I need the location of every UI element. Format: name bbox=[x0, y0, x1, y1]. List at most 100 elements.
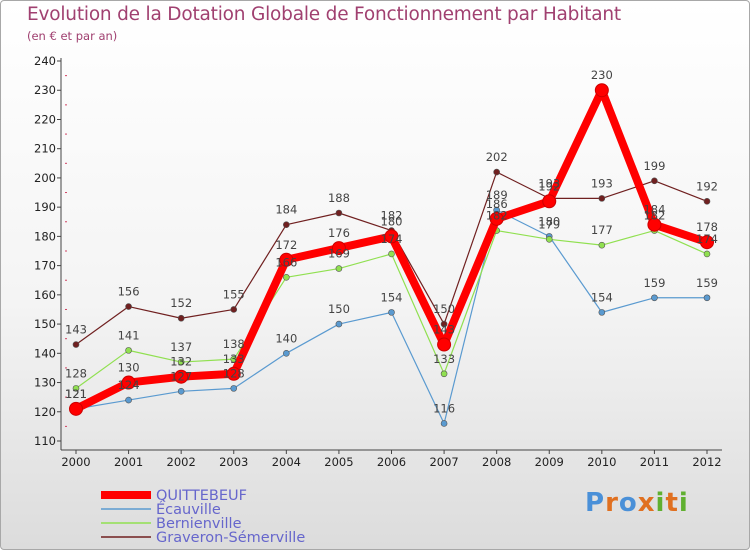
y-tick-label: 160 bbox=[34, 288, 56, 302]
x-tick-label: 2008 bbox=[482, 455, 511, 469]
data-label: 188 bbox=[328, 191, 350, 205]
data-point bbox=[440, 420, 448, 427]
data-label: 128 bbox=[65, 366, 87, 380]
x-tick-label: 2010 bbox=[587, 455, 616, 469]
data-point bbox=[594, 83, 609, 98]
data-label: 186 bbox=[486, 197, 508, 211]
data-label: 180 bbox=[538, 214, 560, 228]
y-tick-label: 180 bbox=[34, 229, 56, 243]
data-point bbox=[703, 294, 711, 302]
data-label: 184 bbox=[275, 203, 297, 217]
x-tick-label: 2011 bbox=[640, 455, 669, 469]
data-point bbox=[493, 168, 500, 176]
data-label: 193 bbox=[591, 176, 613, 190]
data-label: 189 bbox=[486, 188, 508, 202]
data-point bbox=[335, 320, 343, 328]
data-point bbox=[384, 229, 399, 244]
data-label: 174 bbox=[381, 232, 403, 246]
data-label: 178 bbox=[696, 220, 718, 234]
data-point bbox=[598, 241, 606, 249]
data-label: 179 bbox=[538, 217, 560, 231]
data-point bbox=[69, 401, 83, 416]
data-point bbox=[542, 194, 557, 209]
data-label: 166 bbox=[275, 255, 297, 269]
data-point bbox=[700, 235, 714, 250]
legend-label: Bernienville bbox=[156, 516, 242, 532]
data-point bbox=[545, 236, 553, 243]
data-label: 182 bbox=[643, 209, 665, 223]
x-tick-label: 2004 bbox=[272, 455, 301, 469]
data-label: 192 bbox=[538, 179, 560, 193]
logo-letter: t bbox=[665, 488, 679, 518]
data-label: 130 bbox=[118, 361, 140, 375]
data-point bbox=[230, 385, 238, 392]
data-label: 169 bbox=[328, 247, 350, 261]
legend-label: Graveron-Sémerville bbox=[156, 530, 305, 546]
data-label: 132 bbox=[170, 355, 192, 369]
data-point bbox=[226, 366, 241, 381]
data-point bbox=[489, 211, 504, 226]
data-label: 177 bbox=[591, 223, 613, 237]
x-tick-label: 2012 bbox=[692, 455, 721, 469]
data-point bbox=[331, 241, 346, 256]
data-label: 180 bbox=[381, 214, 403, 228]
data-label: 154 bbox=[591, 290, 613, 304]
data-point bbox=[125, 303, 132, 310]
legend-label: QUITTEBEUF bbox=[156, 488, 247, 504]
x-tick-label: 2003 bbox=[219, 455, 248, 469]
x-tick-label: 2005 bbox=[324, 455, 353, 469]
y-tick-label: 220 bbox=[34, 112, 56, 126]
series-graveron-s-merville bbox=[72, 168, 711, 348]
data-label: 174 bbox=[696, 232, 718, 246]
data-label: 127 bbox=[170, 369, 192, 383]
y-tick-label: 140 bbox=[34, 346, 56, 360]
data-label: 230 bbox=[591, 68, 613, 82]
data-label: 121 bbox=[65, 387, 87, 401]
data-label: 143 bbox=[433, 323, 455, 337]
data-label: 155 bbox=[223, 287, 245, 301]
logo-letter: x bbox=[637, 488, 656, 518]
data-label: 137 bbox=[170, 340, 192, 354]
y-tick-label: 120 bbox=[34, 405, 56, 419]
data-label: 121 bbox=[65, 387, 87, 401]
data-label: 159 bbox=[696, 276, 718, 290]
data-label: 193 bbox=[538, 176, 560, 190]
series-line bbox=[75, 171, 708, 346]
x-tick-label: 2009 bbox=[535, 455, 564, 469]
data-point bbox=[703, 250, 711, 258]
data-point bbox=[72, 385, 80, 392]
legend: QUITTEBEUFÉcauvilleBernienvilleGraveron-… bbox=[101, 488, 305, 546]
data-label: 199 bbox=[643, 159, 665, 173]
x-tick-label: 2006 bbox=[377, 455, 406, 469]
x-tick-label: 2000 bbox=[61, 455, 90, 469]
data-label: 124 bbox=[118, 378, 140, 392]
data-point bbox=[598, 309, 606, 316]
proxiti-logo: Proxiti bbox=[585, 488, 689, 518]
data-point bbox=[177, 358, 185, 366]
logo-letter: r bbox=[605, 488, 619, 518]
data-point bbox=[125, 347, 132, 354]
data-point bbox=[703, 198, 711, 205]
data-point bbox=[125, 396, 132, 404]
data-point bbox=[437, 337, 452, 352]
data-label: 116 bbox=[433, 401, 455, 415]
series-quittebeuf bbox=[69, 83, 714, 416]
data-point bbox=[598, 195, 606, 202]
data-label: 150 bbox=[433, 302, 455, 316]
x-tick-label: 2001 bbox=[114, 455, 143, 469]
data-point bbox=[72, 341, 80, 348]
legend-label: Écauville bbox=[156, 501, 221, 518]
data-label: 154 bbox=[381, 290, 403, 304]
data-point bbox=[647, 217, 662, 232]
data-label: 140 bbox=[275, 331, 297, 345]
x-tick-label: 2002 bbox=[167, 455, 196, 469]
data-label: 172 bbox=[275, 238, 297, 252]
data-point bbox=[651, 177, 658, 185]
data-point bbox=[335, 209, 343, 217]
y-tick-label: 190 bbox=[34, 200, 56, 214]
y-tick-label: 230 bbox=[34, 83, 56, 97]
chart-title: Evolution de la Dotation Globale de Fonc… bbox=[27, 4, 621, 25]
